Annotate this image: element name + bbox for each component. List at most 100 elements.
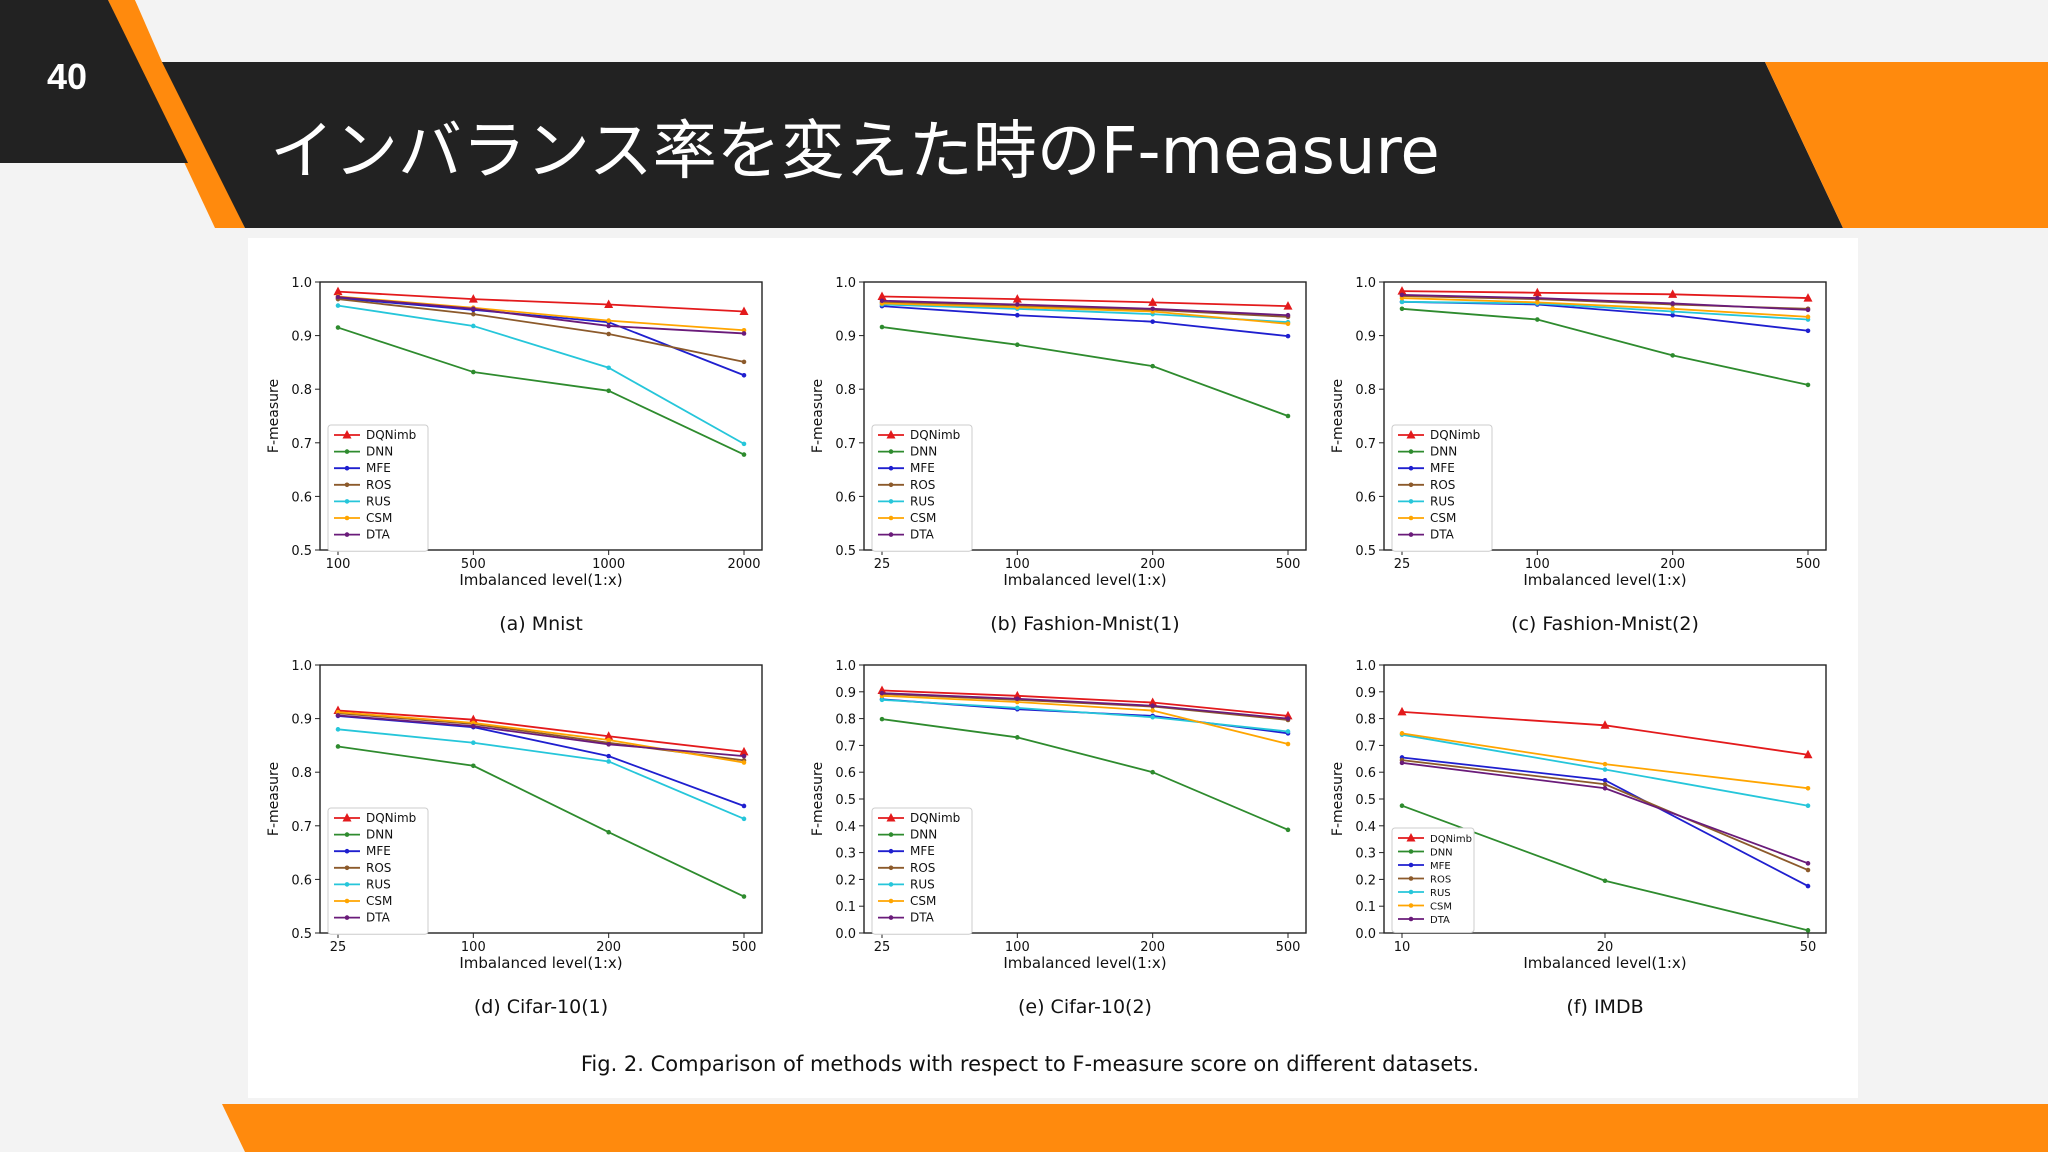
legend-marker-mfe xyxy=(1408,465,1414,471)
data-point-dqnimb xyxy=(1283,710,1293,720)
series-line-ros xyxy=(881,301,1289,318)
legend-box xyxy=(1391,424,1493,552)
data-point-dnn xyxy=(1150,769,1155,775)
series-line-csm xyxy=(1401,297,1809,318)
data-point-dqnimb xyxy=(1012,294,1022,303)
data-point-mfe xyxy=(1150,319,1155,324)
legend-label-ros: ROS xyxy=(366,861,391,875)
legend-label-mfe: MFE xyxy=(910,844,935,858)
legend-marker-csm xyxy=(344,515,350,521)
legend-marker-dta xyxy=(888,915,894,920)
y-tick-label: 0.9 xyxy=(291,713,312,728)
y-tick-label: 0.8 xyxy=(1355,713,1376,728)
data-point-csm xyxy=(1285,741,1291,747)
subplot-caption: (d) Cifar-10(1) xyxy=(474,996,608,1018)
legend-marker-dta xyxy=(1408,916,1414,922)
legend-marker-ros xyxy=(888,865,894,871)
data-point-mfe xyxy=(1285,333,1291,339)
legend-marker-ros xyxy=(1408,482,1414,488)
y-tick-label: 0.8 xyxy=(835,383,856,398)
legend-marker-mfe xyxy=(1408,862,1414,868)
data-point-dta xyxy=(471,306,476,312)
legend-marker-csm xyxy=(888,515,894,521)
orange-accent-stripe xyxy=(108,0,245,228)
data-point-csm xyxy=(1399,731,1405,736)
data-point-dta xyxy=(1150,703,1155,709)
data-point-dnn xyxy=(1399,306,1405,312)
data-point-ros xyxy=(606,331,611,337)
plot-frame xyxy=(863,281,1307,551)
data-point-dqnimb xyxy=(1397,706,1407,716)
data-point-rus xyxy=(335,303,341,308)
data-point-csm xyxy=(1399,295,1405,301)
legend-marker-ros xyxy=(344,865,350,871)
data-point-dqnimb xyxy=(1283,301,1293,310)
data-point-dta xyxy=(1399,760,1405,766)
data-point-dqnimb xyxy=(1803,293,1813,302)
y-tick-label: 0.9 xyxy=(1355,330,1376,345)
figure-caption: Fig. 2. Comparison of methods with respe… xyxy=(581,1052,1479,1076)
x-tick-label: 100 xyxy=(1005,557,1030,572)
data-point-mfe xyxy=(1805,883,1811,889)
legend-marker-dnn xyxy=(344,449,350,454)
x-tick-label: 100 xyxy=(1525,557,1550,572)
legend-marker-dnn xyxy=(888,832,894,837)
x-tick-label: 500 xyxy=(461,557,486,572)
data-point-csm xyxy=(1602,761,1608,767)
legend-label-rus: RUS xyxy=(366,877,391,891)
legend-label-dnn: DNN xyxy=(1430,848,1453,859)
legend-label-rus: RUS xyxy=(1430,888,1451,899)
legend-marker-rus xyxy=(344,499,350,504)
data-point-dnn xyxy=(1670,353,1675,358)
data-point-dqnimb xyxy=(877,685,887,694)
y-tick-label: 0.3 xyxy=(1355,847,1376,862)
x-tick-label: 25 xyxy=(1394,557,1411,572)
legend-label-ros: ROS xyxy=(1430,478,1455,492)
legend-label-dqnimb: DQNimb xyxy=(366,811,416,825)
y-tick-label: 0.8 xyxy=(1355,383,1376,398)
series-line-dnn xyxy=(337,745,745,898)
x-tick-label: 20 xyxy=(1597,940,1614,955)
data-point-csm xyxy=(1805,785,1811,791)
series-line-ros xyxy=(337,298,745,363)
data-point-rus xyxy=(1805,803,1811,808)
legend-label-dta: DTA xyxy=(910,528,935,542)
data-point-dnn xyxy=(1015,735,1020,740)
x-tick-label: 25 xyxy=(874,557,891,572)
y-axis-label: F-measure xyxy=(266,379,282,453)
legend-marker-mfe xyxy=(344,465,350,471)
data-point-mfe xyxy=(1670,312,1675,318)
data-point-dqnimb xyxy=(468,294,478,303)
data-point-dqnimb xyxy=(1803,749,1813,759)
data-point-dnn xyxy=(741,894,747,899)
data-point-rus xyxy=(741,441,747,447)
x-tick-label: 1000 xyxy=(592,557,625,572)
data-point-mfe xyxy=(1805,328,1811,334)
data-point-rus xyxy=(1150,714,1155,720)
data-point-dqnimb xyxy=(1148,697,1158,707)
legend-label-mfe: MFE xyxy=(366,844,391,858)
y-tick-label: 0.7 xyxy=(835,739,856,754)
x-tick-label: 100 xyxy=(326,557,351,572)
data-point-dnn xyxy=(741,452,747,457)
data-point-mfe xyxy=(741,803,747,809)
x-tick-label: 500 xyxy=(1276,557,1301,572)
data-point-rus xyxy=(879,697,885,703)
data-point-csm xyxy=(606,737,611,743)
data-point-dnn xyxy=(879,324,885,330)
series-line-dqnimb xyxy=(881,689,1289,717)
data-point-dqnimb xyxy=(1148,297,1158,306)
legend-marker-rus xyxy=(344,882,350,887)
y-tick-label: 0.8 xyxy=(835,713,856,728)
y-tick-label: 0.7 xyxy=(291,437,312,452)
legend-marker-ros xyxy=(1408,876,1414,881)
legend-label-csm: CSM xyxy=(366,894,392,908)
y-tick-label: 1.0 xyxy=(1355,659,1376,674)
x-tick-label: 500 xyxy=(1796,557,1821,572)
y-tick-label: 0.5 xyxy=(291,927,312,942)
y-tick-label: 0.9 xyxy=(835,330,856,345)
legend-marker-dnn xyxy=(888,449,894,454)
legend-box xyxy=(327,424,429,552)
data-point-dnn xyxy=(335,744,341,749)
legend-marker-dta xyxy=(344,915,350,920)
